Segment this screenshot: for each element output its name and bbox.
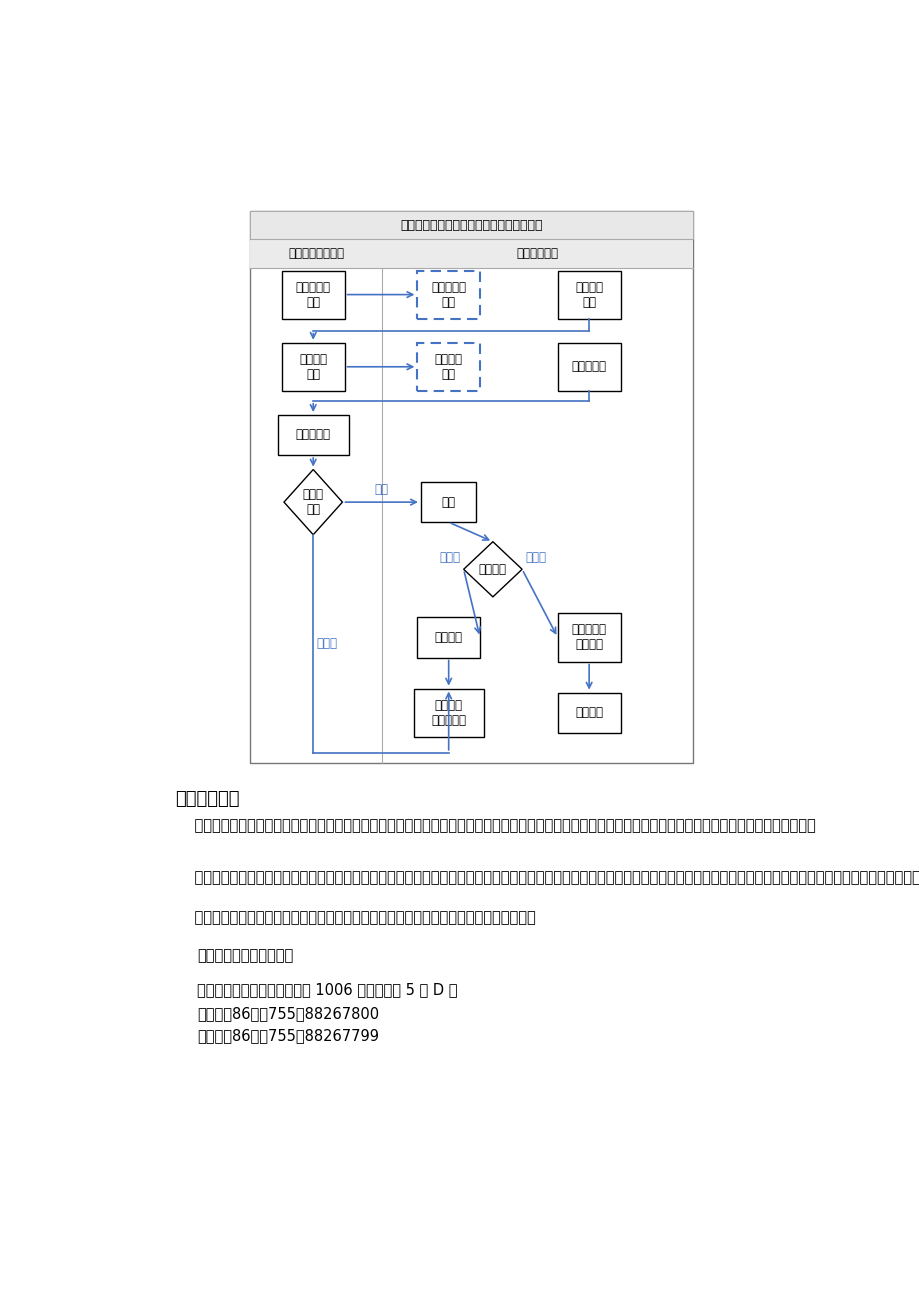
Text: 标志牌号段
发放: 标志牌号段 发放 xyxy=(295,281,330,309)
Text: 运次取消: 运次取消 xyxy=(434,631,462,644)
Text: 查看审批
未通过信息: 查看审批 未通过信息 xyxy=(431,699,466,727)
Text: 本书是为《湖北省交通层道路运输管理局包车客运标志牌管理系统》软件配套编写的，旨在介绍该系统的主要功能，并能指引您轻松学习、掌握各项功能的使用。: 本书是为《湖北省交通层道路运输管理局包车客运标志牌管理系统》软件配套编写的，旨在… xyxy=(176,818,814,833)
Text: 总部：深圳市福田区福中三路 1006 号诺德中心 5 楼 D 座: 总部：深圳市福田区福中三路 1006 号诺德中心 5 楼 D 座 xyxy=(197,982,457,997)
Text: 标志牌申报: 标志牌申报 xyxy=(571,361,606,374)
Text: 深圳市金桥软件有限公司: 深圳市金桥软件有限公司 xyxy=(197,948,293,963)
Text: 本书中详细介绍了系统的功能，包括登录准备、系统登录和各功能模块的使用及操作规范、使用技巧、注意事项，并以大量的图解及示例进行说明，适合对软件操作不熏悉的使用者和: 本书中详细介绍了系统的功能，包括登录准备、系统登录和各功能模块的使用及操作规范、… xyxy=(176,870,919,885)
Text: 已打印？: 已打印？ xyxy=(479,562,506,575)
Bar xyxy=(414,689,483,737)
Bar xyxy=(281,342,345,391)
Bar xyxy=(420,482,476,522)
Bar xyxy=(417,617,480,658)
Bar xyxy=(557,342,619,391)
Bar xyxy=(417,271,480,319)
Text: 标志牌审核: 标志牌审核 xyxy=(295,428,330,441)
Text: 标志牌号段
可用: 标志牌号段 可用 xyxy=(431,281,466,309)
Bar xyxy=(278,415,348,454)
Bar xyxy=(557,613,619,661)
Text: 审核通
过？: 审核通 过？ xyxy=(302,488,323,516)
Bar xyxy=(557,271,619,319)
Bar xyxy=(250,211,692,763)
Polygon shape xyxy=(284,470,342,535)
Text: 运次完结: 运次完结 xyxy=(574,706,603,719)
Text: 从业人员
管理: 从业人员 管理 xyxy=(574,281,603,309)
Text: 录入标志牌
附属信息: 录入标志牌 附属信息 xyxy=(571,624,606,651)
Text: 未通过: 未通过 xyxy=(316,637,337,650)
Text: 由于作者水平有限，时间仓促，说明书中尚有不足之处，如有问题，请及时与我们联系。: 由于作者水平有限，时间仓促，说明书中尚有不足之处，如有问题，请及时与我们联系。 xyxy=(176,910,535,926)
Text: 制证: 制证 xyxy=(441,496,455,509)
Text: 通过: 通过 xyxy=(374,483,388,496)
Text: 传真：（86）（755）88267799: 传真：（86）（755）88267799 xyxy=(197,1029,379,1043)
Bar xyxy=(281,271,345,319)
Text: ＜客运企业＞: ＜客运企业＞ xyxy=(516,247,558,260)
Text: 从业人员
可用: 从业人员 可用 xyxy=(434,353,462,380)
Text: 电话：（86）（755）88267800: 电话：（86）（755）88267800 xyxy=(197,1006,379,1021)
Bar xyxy=(250,211,692,240)
Text: 未打印: 未打印 xyxy=(438,551,460,564)
Text: 四、本书结构: 四、本书结构 xyxy=(176,790,240,807)
Bar xyxy=(417,342,480,391)
Polygon shape xyxy=(463,542,522,596)
Text: 已打印: 已打印 xyxy=(525,551,546,564)
Text: 从业人员
审核: 从业人员 审核 xyxy=(299,353,327,380)
Bar xyxy=(557,693,619,733)
Bar xyxy=(250,240,692,267)
Text: ＜包车客运标志牌管理系统主要操作流程＞: ＜包车客运标志牌管理系统主要操作流程＞ xyxy=(400,219,542,232)
Text: ＜市级运管部门＞: ＜市级运管部门＞ xyxy=(289,247,344,260)
